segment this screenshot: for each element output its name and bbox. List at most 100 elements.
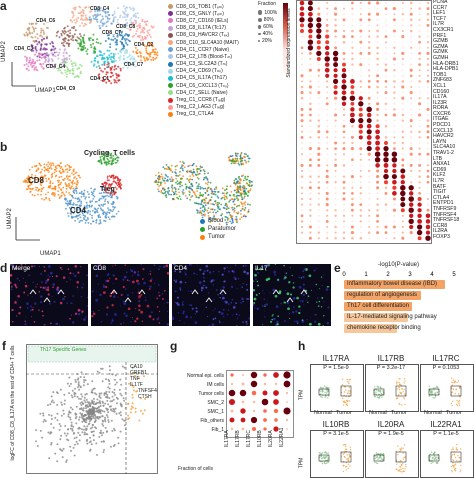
umap-b-point xyxy=(191,185,194,188)
umap-b-point xyxy=(110,176,112,179)
umap-b-point xyxy=(35,186,37,189)
gene-dot xyxy=(409,29,413,33)
box-ylabel-top: TPM xyxy=(298,389,305,401)
dotplot-g-dot xyxy=(241,400,245,404)
umap-b-point xyxy=(207,215,210,217)
umap-b-point xyxy=(54,187,57,190)
scatter-f-point xyxy=(101,415,104,418)
umap-b-point xyxy=(178,191,180,194)
fluorescence-dot xyxy=(42,314,44,317)
legend-label: Paratumor xyxy=(208,225,237,232)
umap-b-point xyxy=(40,181,43,184)
gene-dot xyxy=(359,35,362,38)
fluorescence-dot xyxy=(92,312,96,316)
umap-b-point xyxy=(112,208,115,211)
gene-dot xyxy=(324,62,330,67)
umap-b-point xyxy=(52,191,54,194)
umap-a-point xyxy=(80,10,83,13)
umap-a-point xyxy=(62,44,65,47)
dotplot-g-col-label: IL20RA xyxy=(268,430,274,447)
scatter-f-point xyxy=(78,434,81,437)
fluorescence-dot xyxy=(245,320,248,323)
gene-dot xyxy=(376,35,379,38)
gene-dot xyxy=(349,118,355,124)
gene-dot xyxy=(326,214,329,217)
gene-dot xyxy=(317,152,321,156)
boxplot-point xyxy=(458,394,460,396)
fluorescence-dot xyxy=(165,264,169,268)
umap-a-point xyxy=(99,21,102,23)
umap-a-point xyxy=(109,43,112,46)
umap-b-point xyxy=(168,193,170,196)
gene-dot xyxy=(392,163,397,168)
umap-b-point xyxy=(169,168,172,171)
gene-dot xyxy=(368,24,370,27)
umap-a-point xyxy=(128,40,131,43)
boxplot-pvalue: P = 1.1e-5 xyxy=(433,431,459,437)
fluorescence-dot xyxy=(247,298,250,300)
umap-a-point xyxy=(143,35,146,38)
fluorescence-dot xyxy=(190,316,192,319)
boxplot-point xyxy=(433,458,436,461)
scatter-f-point xyxy=(80,428,83,431)
boxplot-point xyxy=(457,455,459,457)
gene-dot xyxy=(426,175,430,178)
umap-b-point xyxy=(111,210,114,213)
scatter-f-point xyxy=(65,434,68,437)
fluorescence-dot xyxy=(158,322,161,324)
umap-b-point xyxy=(233,182,235,184)
umap-a-point xyxy=(98,54,101,57)
gene-dot xyxy=(300,29,304,33)
scatter-f-point xyxy=(84,401,87,404)
scatter-f-point xyxy=(75,440,78,443)
scatter-f-point xyxy=(95,442,98,445)
umap-b-point xyxy=(236,194,239,197)
scatter-f-point xyxy=(118,412,121,415)
umap-b-point xyxy=(199,186,202,188)
scatter-f-point xyxy=(100,392,103,395)
umap-a-point xyxy=(74,6,77,9)
fluorescence-dot xyxy=(146,304,150,308)
gene-dot xyxy=(301,41,303,44)
scatter-f-point xyxy=(120,404,123,406)
umap-b-point xyxy=(226,223,228,226)
scatter-f-point xyxy=(109,408,112,411)
umap-b-point xyxy=(241,198,244,201)
fluorescence-dot xyxy=(196,265,198,267)
fluorescence-dot xyxy=(306,299,308,301)
gene-dot xyxy=(326,147,329,150)
umap-b-point xyxy=(97,207,99,210)
gene-dot xyxy=(334,209,337,212)
umap-a-point xyxy=(109,46,112,49)
umap-b-point xyxy=(115,188,118,190)
boxplot-point xyxy=(382,455,384,457)
gene-dot xyxy=(325,191,329,195)
gene-label: GZMK xyxy=(433,49,448,56)
scatter-f-point xyxy=(108,365,111,368)
boxplot-point xyxy=(343,455,346,458)
fraction-label: 20% xyxy=(262,38,273,45)
umap-b-point xyxy=(109,154,112,156)
boxplot-svg xyxy=(373,378,407,406)
umap-a-point xyxy=(112,17,115,20)
gene-dot xyxy=(334,29,338,33)
fluorescence-dots xyxy=(91,264,169,326)
scatter-f-point xyxy=(80,401,83,404)
scatter-f-point xyxy=(90,408,93,411)
fluorescence-dot xyxy=(302,293,306,296)
gene-dot xyxy=(358,123,364,129)
umap-b-point xyxy=(205,182,207,185)
scatter-f-point xyxy=(76,373,79,376)
fluorescence-dot xyxy=(201,289,203,292)
gene-dot xyxy=(418,80,421,83)
gene-dot xyxy=(299,6,305,11)
fluorescence-dot xyxy=(272,314,274,316)
fluorescence-dot xyxy=(235,313,238,316)
scatter-f-point xyxy=(98,392,101,395)
umap-b-point xyxy=(39,176,42,179)
boxplot-point xyxy=(452,448,455,451)
scatter-f-point xyxy=(56,460,59,463)
scatter-f-gene-label: GREB1 xyxy=(130,370,147,376)
umap-b-point xyxy=(83,189,86,192)
umap-b-point xyxy=(114,162,117,164)
